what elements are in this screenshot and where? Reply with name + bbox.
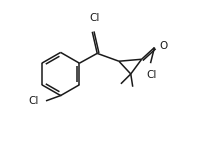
Text: Cl: Cl — [146, 70, 157, 80]
Text: Cl: Cl — [89, 13, 99, 23]
Text: Cl: Cl — [28, 96, 39, 106]
Text: O: O — [159, 41, 168, 51]
